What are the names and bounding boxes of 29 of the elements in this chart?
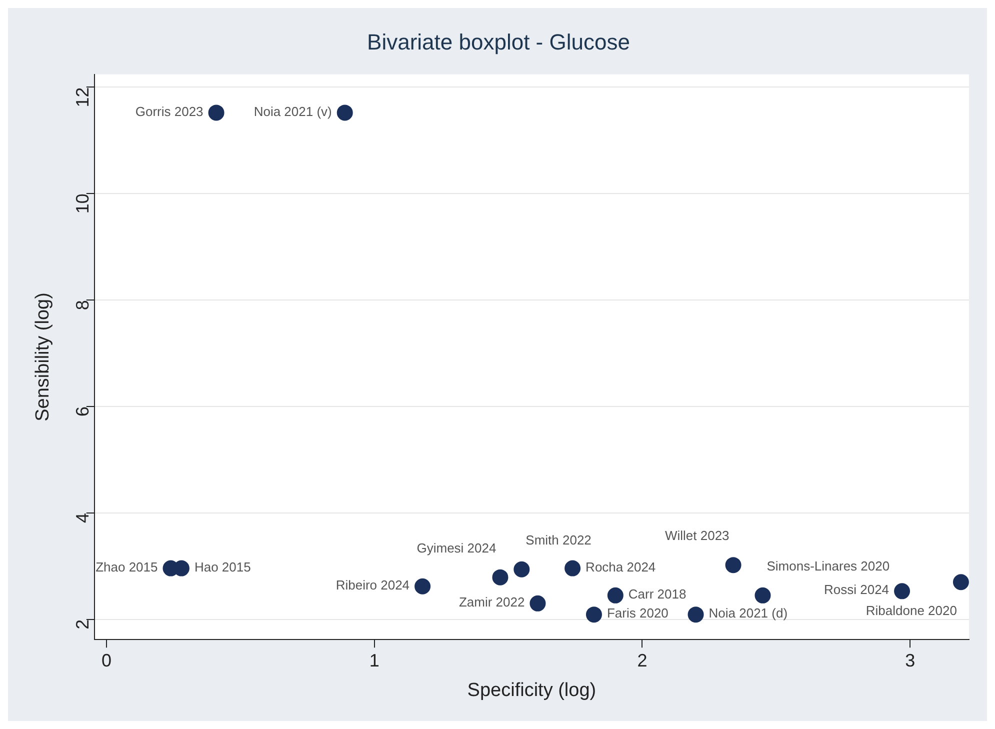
data-label: Gorris 2023 — [135, 104, 204, 119]
data-label: Ribaldone 2020 — [866, 603, 957, 618]
data-label: Hao 2015 — [194, 559, 251, 574]
y-tick-label: 10 — [72, 194, 92, 214]
y-tick-label: 4 — [72, 512, 92, 523]
y-tick-label: 6 — [72, 406, 92, 417]
data-label: Simons-Linares 2020 — [766, 558, 890, 574]
y-tick-label: 8 — [72, 300, 92, 310]
data-label: Noia 2021 (v) — [254, 104, 332, 119]
x-tick-label: 3 — [905, 650, 916, 670]
data-label: Rossi 2024 — [824, 582, 890, 598]
data-label: Zamir 2022 — [458, 594, 525, 610]
data-label: Gyimesi 2024 — [416, 540, 496, 556]
x-tick-label: 0 — [101, 650, 112, 670]
x-axis-title: Specificity (log) — [467, 680, 596, 701]
data-label: Carr 2018 — [628, 586, 686, 602]
chart-title: Bivariate boxplot - Glucose — [367, 29, 630, 54]
y-axis-title: Sensibility (log) — [32, 292, 54, 422]
data-label: Smith 2022 — [526, 532, 592, 548]
data-label: Faris 2020 — [606, 606, 668, 621]
y-tick-label: 12 — [72, 87, 92, 108]
x-tick-label: 1 — [369, 650, 380, 670]
data-label: Zhao 2015 — [96, 559, 158, 574]
data-label: Willet 2023 — [664, 528, 730, 544]
data-label: Ribeiro 2024 — [336, 577, 410, 592]
data-label: Noia 2021 (d) — [708, 606, 788, 621]
data-label: Rocha 2024 — [586, 559, 656, 574]
y-tick-label: 2 — [72, 619, 92, 630]
x-tick-label: 2 — [637, 650, 648, 670]
